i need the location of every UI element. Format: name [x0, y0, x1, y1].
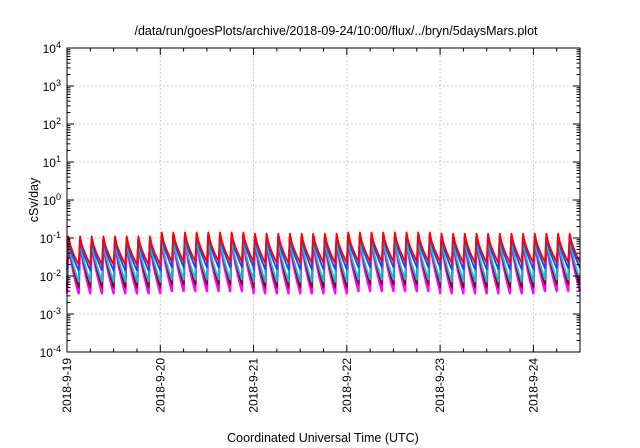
y-tick-label: 102 [43, 116, 61, 132]
chart-title: /data/run/goesPlots/archive/2018-09-24/1… [134, 24, 538, 38]
series-line-5 [66, 231, 581, 266]
y-tick-labels: 10-4 10-3 10-2 10-1 100 101 102 103 104 [40, 40, 61, 360]
x-tick-label: 2018-9-23 [433, 358, 447, 413]
y-axis-label: cSv/day [27, 177, 41, 222]
x-tick-label: 2018-9-24 [526, 358, 540, 413]
y-tick-label: 101 [43, 154, 61, 170]
y-tick-label: 104 [43, 40, 61, 56]
x-axis-label: Coordinated Universal Time (UTC) [227, 431, 419, 445]
x-tick-label: 2018-9-20 [153, 358, 167, 413]
x-tick-label: 2018-9-19 [60, 358, 74, 413]
series-lines [65, 231, 582, 295]
x-tick-label: 2018-9-22 [340, 358, 354, 413]
x-tick-label: 2018-9-21 [247, 358, 261, 413]
y-tick-label: 100 [43, 192, 61, 208]
y-tick-label: 10-2 [40, 268, 61, 284]
y-tick-label: 10-4 [40, 344, 61, 360]
y-tick-label: 10-1 [40, 230, 61, 246]
grid-lines [67, 48, 580, 352]
x-tick-labels: 2018-9-19 2018-9-20 2018-9-21 2018-9-22 2018… [60, 358, 540, 413]
axis-ticks [66, 47, 580, 353]
y-tick-label: 10-3 [40, 306, 61, 322]
y-tick-label: 103 [43, 78, 61, 94]
